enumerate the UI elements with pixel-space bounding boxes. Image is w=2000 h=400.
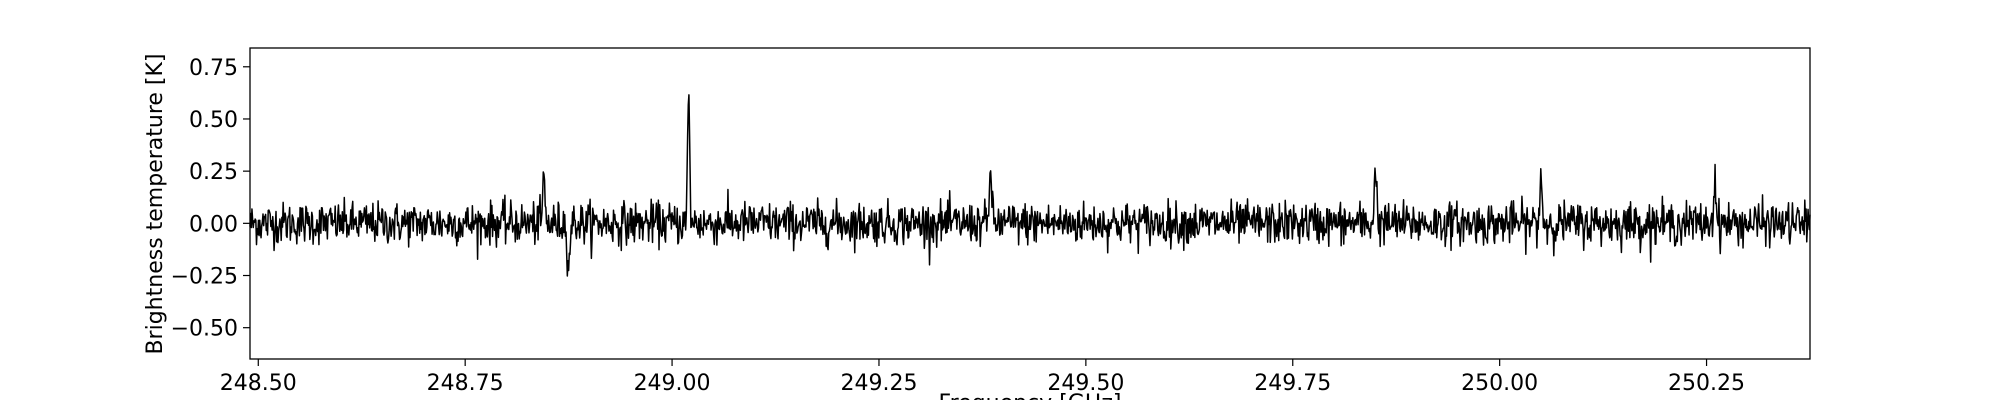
y-tick-label: 0.50 [189,108,238,133]
plot-frame [249,47,1811,360]
series-layer [249,94,1811,277]
y-tick-label: −0.25 [171,265,238,290]
x-tick-label: 249.25 [840,371,917,396]
plot-background [250,48,1810,359]
y-axis: 0.75 0.50 0.25 0.00 −0.25 −0.50 [171,56,250,342]
y-tick-label: 0.75 [189,56,238,81]
spectrum-series-line [249,94,1811,277]
x-axis-label: Frequency [GHz] [939,391,1122,400]
x-tick-label: 249.00 [634,371,711,396]
y-axis-label: Brightness temperature [K] [143,53,168,354]
x-axis: 248.50 248.75 249.00 249.25 249.50 249.75 250.… [220,359,1745,396]
x-tick-label: 248.75 [427,371,504,396]
y-tick-label: 0.00 [189,212,238,237]
x-tick-label: 248.50 [220,371,297,396]
x-tick-label: 250.00 [1461,371,1538,396]
x-tick-label: 249.50 [1047,371,1124,396]
y-tick-label: 0.25 [189,160,238,185]
y-tick-label: −0.50 [171,317,238,342]
x-tick-label: 250.25 [1668,371,1745,396]
x-tick-label: 249.75 [1254,371,1331,396]
